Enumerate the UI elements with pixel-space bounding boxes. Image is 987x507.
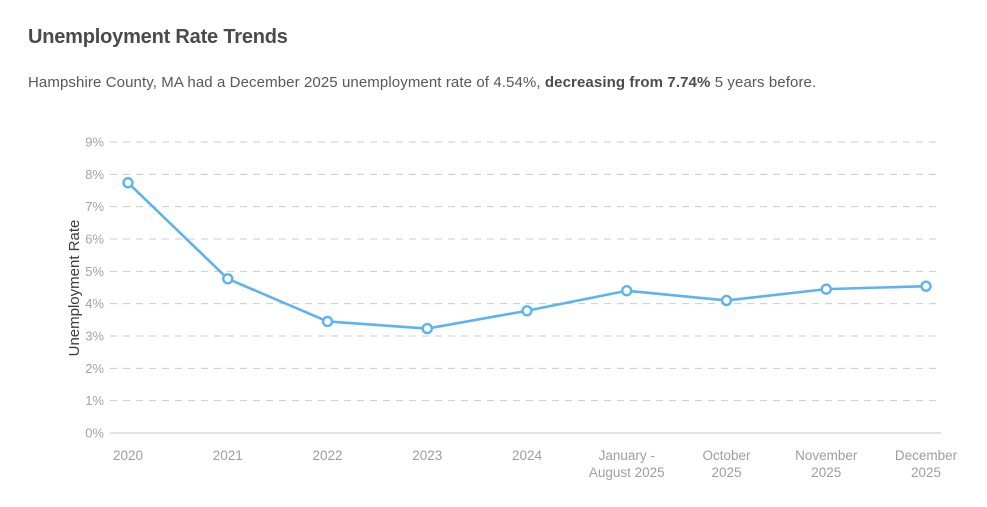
chart-subtitle: Hampshire County, MA had a December 2025… xyxy=(28,74,816,91)
data-point-2024[interactable] xyxy=(521,305,533,317)
page-title: Unemployment Rate Trends xyxy=(28,26,288,48)
x-tick-label: 2023 xyxy=(412,448,442,463)
x-tick-label: 2022 xyxy=(312,448,342,463)
data-point-2022[interactable] xyxy=(321,315,334,328)
x-tick-label: 2025 xyxy=(811,465,841,480)
y-tick-label: 7% xyxy=(85,199,104,214)
y-tick-label: 8% xyxy=(85,167,104,182)
data-point-october-2025[interactable] xyxy=(720,294,733,307)
y-tick-label: 6% xyxy=(85,232,104,247)
line-chart-canvas: 0% 1% 2% 3% 4% 5% 6% 7% 8% 9% 2020 2021 2022 2023 2024… xyxy=(66,135,958,480)
x-tick-label: 2025 xyxy=(711,465,741,480)
y-axis-title: Unemployment Rate xyxy=(66,220,83,357)
y-tick-label: 2% xyxy=(85,361,104,376)
data-point-december-2025[interactable] xyxy=(920,280,932,292)
subtitle-text: 5 years before. xyxy=(710,74,817,91)
y-tick-label: 0% xyxy=(85,426,104,441)
data-point-2021[interactable] xyxy=(222,273,234,285)
subtitle-text: Hampshire County, MA had a December 2025… xyxy=(28,74,545,91)
x-tick-label: October xyxy=(702,448,751,463)
subtitle-highlight: decreasing from 7.74% xyxy=(544,74,711,91)
x-tick-label: 2025 xyxy=(911,465,941,480)
y-tick-label: 1% xyxy=(85,393,104,408)
x-tick-label: January - xyxy=(599,448,655,463)
y-tick-label: 5% xyxy=(85,264,104,279)
y-tick-label: 4% xyxy=(85,296,104,311)
unemployment-line-chart: 0% 1% 2% 3% 4% 5% 6% 7% 8% 9% 2020 2021 2022 2023 2024… xyxy=(0,120,987,507)
data-point-november-2025[interactable] xyxy=(820,283,832,295)
data-point-2023[interactable] xyxy=(421,322,433,335)
x-tick-label: August 2025 xyxy=(589,465,665,480)
y-tick-label: 9% xyxy=(85,135,104,150)
x-tick-label: 2024 xyxy=(512,448,543,463)
data-point-january-august-2025[interactable] xyxy=(621,285,633,297)
x-tick-label: 2020 xyxy=(113,448,143,463)
x-tick-label: November xyxy=(795,448,858,463)
y-tick-label: 3% xyxy=(85,329,104,344)
data-point-2020[interactable] xyxy=(122,177,134,189)
x-tick-label: December xyxy=(895,448,958,463)
x-tick-label: 2021 xyxy=(213,448,243,463)
